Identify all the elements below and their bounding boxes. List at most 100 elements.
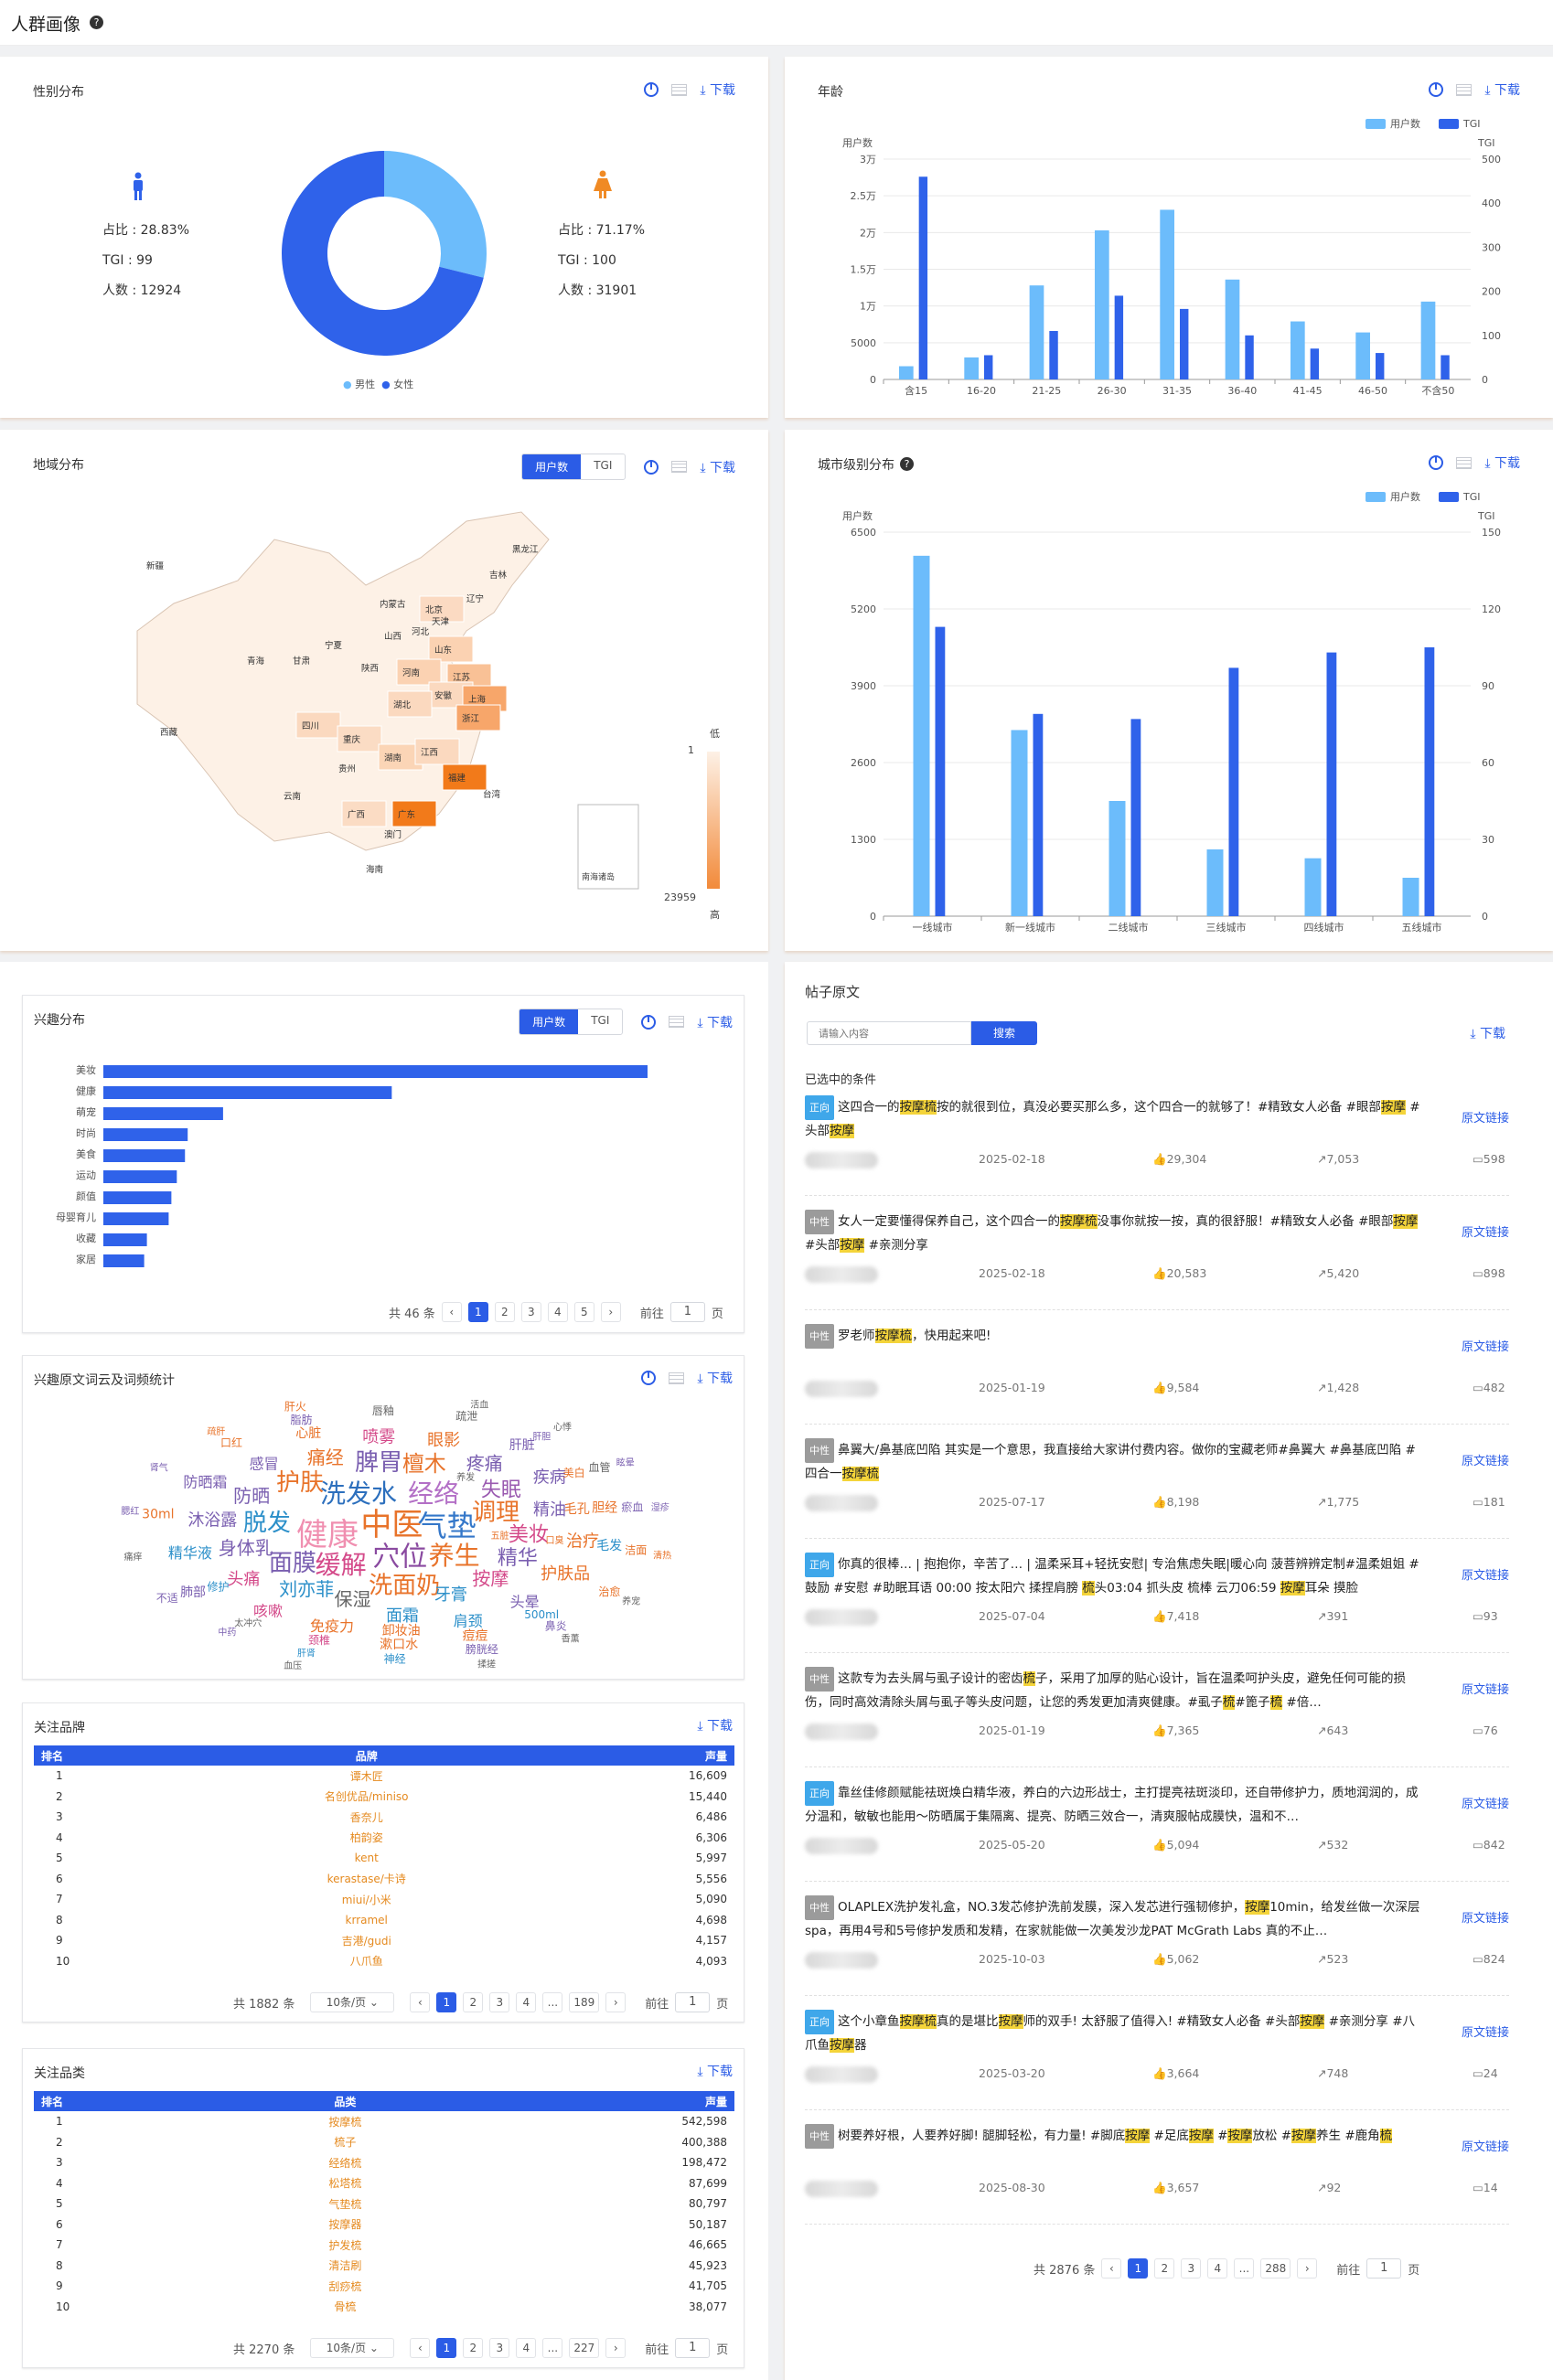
name-cell[interactable]: krramel bbox=[345, 1913, 388, 1926]
table-row[interactable]: 4 柏韵姿 6,306 bbox=[34, 1828, 734, 1849]
original-link[interactable]: 原文链接 bbox=[1461, 1455, 1509, 1468]
table-row[interactable]: 1 按摩梳 542,598 bbox=[34, 2111, 734, 2132]
page-button[interactable]: 3 bbox=[1181, 2258, 1202, 2279]
prev-page-button[interactable]: ‹ bbox=[410, 1992, 431, 2012]
table-row[interactable]: 5 气垫梳 80,797 bbox=[34, 2193, 734, 2215]
table-row[interactable]: 8 krramel 4,698 bbox=[34, 1910, 734, 1931]
region-toggle[interactable]: 用户数 TGI bbox=[521, 454, 627, 480]
table-row[interactable]: 9 吉港/gudi 4,157 bbox=[34, 1930, 734, 1951]
name-cell[interactable]: kent bbox=[354, 1852, 379, 1865]
pie-chart-icon[interactable] bbox=[644, 459, 659, 475]
page-size-select[interactable]: 10条/页 ⌄ bbox=[310, 1992, 395, 2012]
pie-chart-icon[interactable] bbox=[641, 1371, 657, 1385]
help-icon[interactable]: ? bbox=[900, 457, 914, 471]
page-button[interactable]: ... bbox=[542, 1992, 563, 2012]
page-button[interactable]: 1 bbox=[436, 2338, 457, 2358]
download-button[interactable]: ⤓ 下载 bbox=[700, 83, 735, 98]
toggle-user-count[interactable]: 用户数 bbox=[519, 1009, 579, 1034]
name-cell[interactable]: 清洁刷 bbox=[328, 2259, 362, 2273]
table-row[interactable]: 3 经络梳 198,472 bbox=[34, 2152, 734, 2173]
table-view-icon[interactable] bbox=[669, 1016, 685, 1028]
page-button[interactable]: 3 bbox=[489, 2338, 510, 2358]
table-row[interactable]: 8 清洁刷 45,923 bbox=[34, 2256, 734, 2277]
table-row[interactable]: 6 kerastase/卡诗 5,556 bbox=[34, 1869, 734, 1890]
page-button[interactable]: 2 bbox=[463, 1992, 484, 2012]
page-button[interactable]: 4 bbox=[516, 1992, 537, 2012]
name-cell[interactable]: 骨梳 bbox=[334, 2300, 357, 2314]
toggle-user-count[interactable]: 用户数 bbox=[522, 454, 582, 479]
original-link[interactable]: 原文链接 bbox=[1461, 2026, 1509, 2040]
page-button[interactable]: 2 bbox=[494, 1302, 515, 1322]
page-size-select[interactable]: 10条/页 ⌄ bbox=[310, 2338, 395, 2358]
toggle-tgi[interactable]: TGI bbox=[591, 1014, 610, 1027]
name-cell[interactable]: 松塔梳 bbox=[328, 2177, 362, 2191]
name-cell[interactable]: 香奈儿 bbox=[349, 1810, 383, 1824]
page-button[interactable]: 3 bbox=[489, 1992, 510, 2012]
table-view-icon[interactable] bbox=[671, 461, 688, 473]
table-row[interactable]: 6 按摩器 50,187 bbox=[34, 2215, 734, 2236]
page-button[interactable]: 3 bbox=[520, 1302, 541, 1322]
original-link[interactable]: 原文链接 bbox=[1461, 2140, 1509, 2154]
table-row[interactable]: 7 miui/小米 5,090 bbox=[34, 1889, 734, 1910]
table-row[interactable]: 7 护发梳 46,665 bbox=[34, 2235, 734, 2256]
page-button[interactable]: ... bbox=[1234, 2258, 1255, 2279]
original-link[interactable]: 原文链接 bbox=[1461, 1569, 1509, 1583]
name-cell[interactable]: 谭木匠 bbox=[349, 1769, 383, 1783]
page-button[interactable]: 2 bbox=[463, 2338, 484, 2358]
name-cell[interactable]: 气垫梳 bbox=[328, 2197, 362, 2211]
page-button[interactable]: 1 bbox=[436, 1992, 457, 2012]
pie-chart-icon[interactable] bbox=[644, 82, 659, 97]
page-button[interactable]: 189 bbox=[569, 1992, 600, 2012]
original-link[interactable]: 原文链接 bbox=[1461, 1912, 1509, 1926]
table-view-icon[interactable] bbox=[671, 83, 688, 96]
name-cell[interactable]: 梳子 bbox=[334, 2136, 357, 2150]
interest-toggle[interactable]: 用户数 TGI bbox=[519, 1009, 624, 1035]
prev-page-button[interactable]: ‹ bbox=[410, 2338, 431, 2358]
original-link[interactable]: 原文链接 bbox=[1461, 1112, 1509, 1126]
download-button[interactable]: ⤓ 下载 bbox=[1470, 1027, 1505, 1041]
table-view-icon[interactable] bbox=[1456, 456, 1473, 469]
prev-page-button[interactable]: ‹ bbox=[1101, 2258, 1122, 2279]
download-button[interactable]: ⤓ 下载 bbox=[1484, 456, 1520, 471]
page-button[interactable]: 1 bbox=[1128, 2258, 1149, 2279]
page-button[interactable]: 4 bbox=[547, 1302, 568, 1322]
name-cell[interactable]: 吉港/gudi bbox=[341, 1934, 391, 1948]
name-cell[interactable]: 八爪鱼 bbox=[349, 1955, 383, 1969]
download-button[interactable]: ⤓ 下载 bbox=[697, 1015, 733, 1030]
name-cell[interactable]: 柏韵姿 bbox=[349, 1831, 383, 1845]
name-cell[interactable]: 刮痧梳 bbox=[328, 2279, 362, 2293]
name-cell[interactable]: 经络梳 bbox=[328, 2156, 362, 2170]
table-row[interactable]: 10 八爪鱼 4,093 bbox=[34, 1951, 734, 1972]
table-row[interactable]: 10 骨梳 38,077 bbox=[34, 2297, 734, 2318]
original-link[interactable]: 原文链接 bbox=[1461, 1340, 1509, 1354]
page-jump-input[interactable]: 1 bbox=[1366, 2258, 1402, 2279]
original-link[interactable]: 原文链接 bbox=[1461, 1683, 1509, 1697]
page-jump-input[interactable]: 1 bbox=[669, 1302, 705, 1322]
download-button[interactable]: ⤓ 下载 bbox=[700, 460, 735, 475]
next-page-button[interactable]: › bbox=[605, 1992, 627, 2012]
name-cell[interactable]: 名创优品/miniso bbox=[324, 1790, 409, 1804]
name-cell[interactable]: 护发梳 bbox=[328, 2238, 362, 2252]
next-page-button[interactable]: › bbox=[600, 1302, 621, 1322]
download-button[interactable]: ⤓ 下载 bbox=[697, 1719, 733, 1734]
original-link[interactable]: 原文链接 bbox=[1461, 1226, 1509, 1240]
name-cell[interactable]: kerastase/卡诗 bbox=[327, 1873, 406, 1886]
table-view-icon[interactable] bbox=[669, 1371, 685, 1384]
download-button[interactable]: ⤓ 下载 bbox=[1484, 83, 1520, 98]
page-jump-input[interactable]: 1 bbox=[675, 2338, 711, 2358]
help-icon[interactable]: ? bbox=[90, 16, 103, 29]
page-button[interactable]: 288 bbox=[1260, 2258, 1291, 2279]
download-button[interactable]: ⤓ 下载 bbox=[697, 2065, 733, 2079]
page-button[interactable]: 5 bbox=[573, 1302, 594, 1322]
toggle-tgi[interactable]: TGI bbox=[594, 459, 613, 472]
page-button[interactable]: 227 bbox=[569, 2338, 600, 2358]
download-button[interactable]: ⤓ 下载 bbox=[697, 1371, 733, 1386]
table-row[interactable]: 1 谭木匠 16,609 bbox=[34, 1766, 734, 1787]
table-row[interactable]: 4 松塔梳 87,699 bbox=[34, 2173, 734, 2194]
table-row[interactable]: 9 刮痧梳 41,705 bbox=[34, 2276, 734, 2297]
page-button[interactable]: 1 bbox=[467, 1302, 488, 1322]
table-view-icon[interactable] bbox=[1456, 83, 1473, 96]
pie-chart-icon[interactable] bbox=[1429, 82, 1444, 97]
table-row[interactable]: 2 名创优品/miniso 15,440 bbox=[34, 1787, 734, 1808]
pie-chart-icon[interactable] bbox=[641, 1014, 657, 1030]
